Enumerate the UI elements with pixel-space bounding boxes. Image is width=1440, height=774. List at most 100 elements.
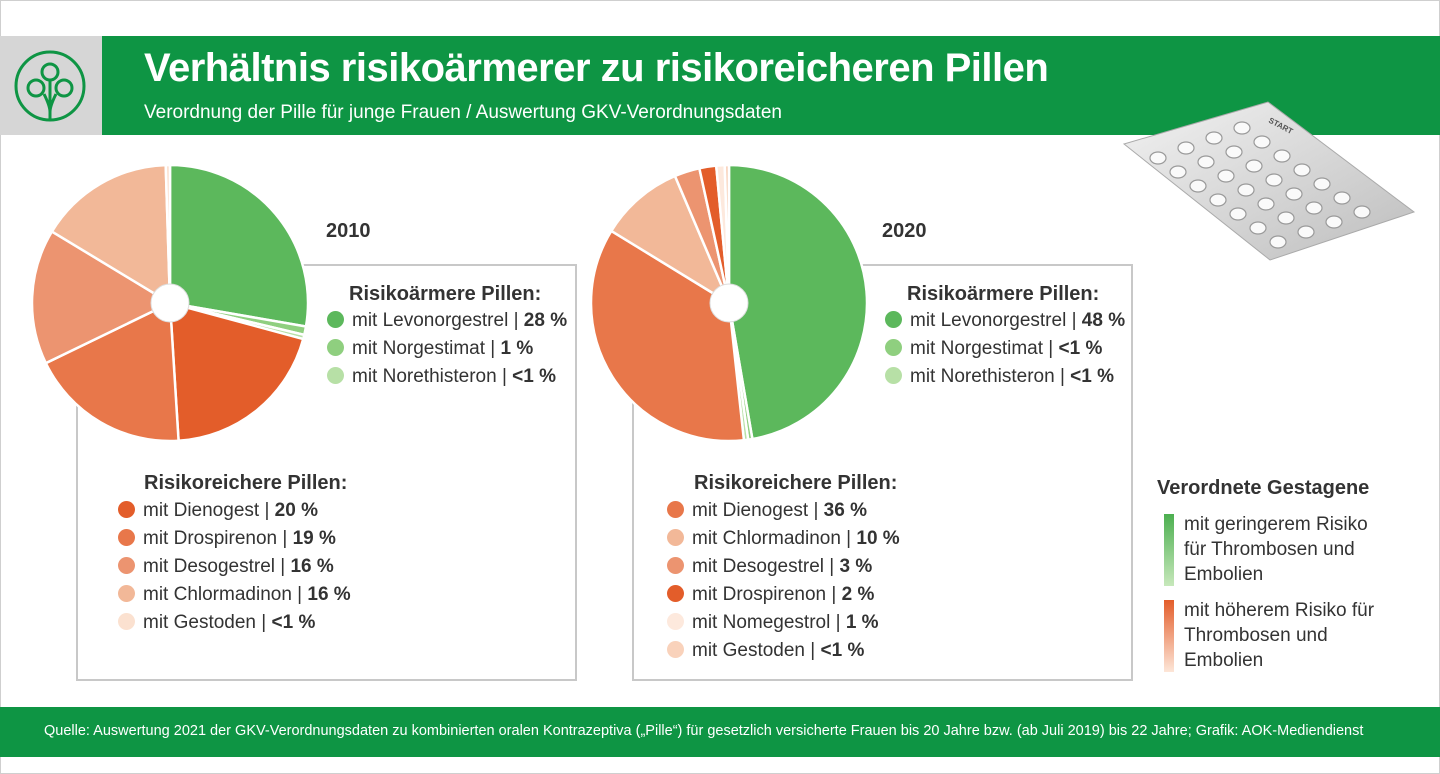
blister-pill: [1169, 165, 1187, 179]
blister-pill: [1305, 201, 1323, 215]
blister-pill: [1253, 135, 1271, 149]
legend-label: mit Norgestimat |: [352, 338, 501, 359]
legend-box-2010: [76, 264, 577, 681]
key-high-risk-text: mit höherem Risiko für Thrombosen und Em…: [1184, 600, 1375, 671]
legend-label: mit Dienogest |: [692, 500, 824, 521]
key-high-risk-swatch: [1164, 600, 1174, 672]
blister-pill: [1217, 169, 1235, 183]
legend-item-2010-mit-drospirenon: mit Drospirenon | 19 %: [118, 527, 336, 551]
legend-value: <1 %: [1058, 338, 1103, 359]
legend-label: mit Dienogest |: [143, 500, 275, 521]
pie-center-hole: [709, 283, 749, 323]
blister-pill: [1285, 187, 1303, 201]
high-risk-title-2020: Risikoreichere Pillen:: [694, 472, 898, 494]
pie-slice-2010-mit-desogestrel: [30, 229, 173, 365]
legend-swatch: [667, 557, 684, 574]
legend-item-2020-mit-drospirenon: mit Drospirenon | 2 %: [667, 583, 874, 607]
blister-pill: [1233, 121, 1251, 135]
legend-item-2010-mit-levonorgestrel: mit Levonorgestrel | 28 %: [327, 309, 567, 333]
legend-swatch: [885, 311, 902, 328]
blister-pill: [1177, 141, 1195, 155]
key-low-risk-swatch: [1164, 514, 1174, 586]
pie-slice-2010-mit-dienogest: [168, 301, 305, 443]
legend-swatch: [327, 311, 344, 328]
legend-swatch: [667, 585, 684, 602]
legend-item-2010-mit-norgestimat: mit Norgestimat | 1 %: [327, 337, 533, 361]
source-note: Quelle: Auswertung 2021 der GKV-Verordnu…: [44, 723, 1364, 739]
blister-pill: [1197, 155, 1215, 169]
legend-item-2020-mit-nomegestrol: mit Nomegestrol | 1 %: [667, 611, 879, 635]
legend-item-2020-mit-gestoden: mit Gestoden | <1 %: [667, 639, 864, 663]
page-title: Verhältnis risikoärmerer zu risikoreiche…: [144, 46, 1049, 90]
legend-label: mit Desogestrel |: [692, 556, 840, 577]
pie-slice-2010-mit-drospirenon: [44, 301, 180, 443]
blister-pill: [1273, 149, 1291, 163]
page-subtitle: Verordnung der Pille für junge Frauen / …: [144, 102, 782, 123]
legend-label: mit Levonorgestrel |: [352, 310, 524, 331]
blister-pill: [1149, 151, 1167, 165]
legend-label: mit Drospirenon |: [143, 528, 293, 549]
legend-label: mit Levonorgestrel |: [910, 310, 1082, 331]
blister-pill: [1293, 163, 1311, 177]
pie-slice-2020-mit-levonorgestrel: [727, 163, 869, 441]
legend-item-2020-mit-desogestrel: mit Desogestrel | 3 %: [667, 555, 872, 579]
pie-slice-2020-mit-dienogest: [589, 229, 746, 443]
legend-value: <1 %: [1070, 366, 1114, 387]
legend-value: 36 %: [823, 500, 867, 521]
legend-swatch: [118, 613, 135, 630]
legend-value: 28 %: [523, 310, 568, 331]
key-title: Verordnete Gestagene: [1157, 477, 1370, 499]
legend-item-2010-mit-dienogest: mit Dienogest | 20 %: [118, 499, 318, 523]
blister-pill: [1257, 197, 1275, 211]
legend-value: 1 %: [845, 612, 879, 633]
legend-item-2020-mit-chlormadinon: mit Chlormadinon | 10 %: [667, 527, 900, 551]
legend-swatch: [118, 585, 135, 602]
legend-item-2010-mit-gestoden: mit Gestoden | <1 %: [118, 611, 315, 635]
blister-pill: [1325, 215, 1343, 229]
legend-label: mit Chlormadinon |: [692, 528, 857, 549]
blister-pill: [1333, 191, 1351, 205]
legend-value: 16 %: [290, 556, 334, 577]
legend-value: 16 %: [307, 584, 351, 605]
legend-value: 48 %: [1081, 310, 1126, 331]
legend-value: 1 %: [500, 338, 534, 359]
blister-pill: [1229, 207, 1247, 221]
year-label-2020: 2020: [882, 220, 927, 242]
low-risk-title-2020: Risikoärmere Pillen:: [907, 283, 1100, 305]
legend-swatch: [885, 367, 902, 384]
legend-item-2020-mit-dienogest: mit Dienogest | 36 %: [667, 499, 867, 523]
legend-swatch: [118, 529, 135, 546]
legend-value: 19 %: [292, 528, 336, 549]
blister-pill: [1297, 225, 1315, 239]
blister-pill: [1189, 179, 1207, 193]
legend-item-2010-mit-norethisteron: mit Norethisteron | <1 %: [327, 365, 556, 389]
blister-pill: [1225, 145, 1243, 159]
blister-pill: [1205, 131, 1223, 145]
pie-center-hole: [150, 283, 190, 323]
legend-item-2020-mit-norethisteron: mit Norethisteron | <1 %: [885, 365, 1114, 389]
legend-label: mit Drospirenon |: [692, 584, 842, 605]
legend-label: mit Nomegestrol |: [692, 612, 846, 633]
legend-label: mit Gestoden |: [692, 640, 821, 661]
legend-swatch: [327, 339, 344, 356]
legend-item-2010-mit-chlormadinon: mit Chlormadinon | 16 %: [118, 583, 351, 607]
pie-slice-2010-mit-gestoden: [164, 163, 172, 304]
legend-value: 20 %: [274, 500, 318, 521]
pie-chart-2010: [30, 163, 310, 443]
pie-slice-2020-mit-gestoden: [723, 163, 731, 304]
legend-label: mit Desogestrel |: [143, 556, 291, 577]
blister-pill: [1237, 183, 1255, 197]
tree-logo-icon: [14, 50, 86, 122]
footer-bar: [0, 707, 1440, 757]
blister-pill: [1245, 159, 1263, 173]
legend-label: mit Norethisteron |: [352, 366, 513, 387]
legend-swatch: [118, 557, 135, 574]
legend-label: mit Gestoden |: [143, 612, 272, 633]
legend-label: mit Norethisteron |: [910, 366, 1071, 387]
legend-value: 3 %: [839, 556, 873, 577]
blister-pill: [1277, 211, 1295, 225]
pill-blister-icon: START: [1122, 101, 1416, 261]
blister-pill: [1265, 173, 1283, 187]
pie-slice-2010-mit-chlormadinon: [50, 163, 172, 306]
blister-pill: [1269, 235, 1287, 249]
